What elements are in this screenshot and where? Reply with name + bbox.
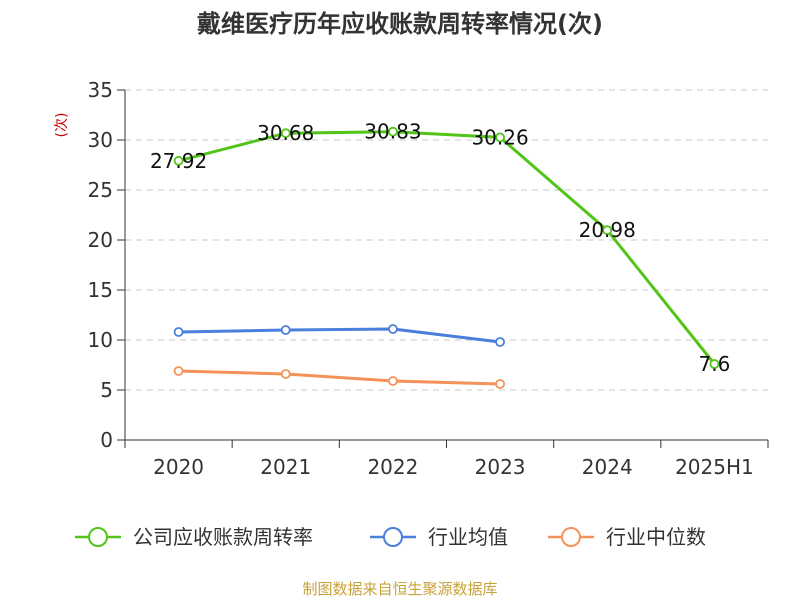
data-point-industry-median [280,369,291,379]
data-point-company-turnover [495,132,505,143]
legend-item-industry-mean[interactable]: 行业均值 [370,525,508,549]
y-tick-label: 35 [88,78,113,102]
y-tick-label: 30 [88,128,113,152]
data-point-industry-median [173,366,184,376]
data-point-industry-mean [388,324,398,334]
series-line-industry-median [178,369,501,386]
axes: 0 5 10 15 20 25 30 35 2020 2021 2022 2023 2024 2025H1 [88,78,769,479]
series-line-industry-mean [178,327,501,344]
data-point-industry-mean [495,337,505,347]
legend-marker-icon [383,527,403,547]
data-point-industry-median [495,379,505,389]
data-point-company-turnover [709,359,720,369]
x-tick-label: 2023 [475,455,526,479]
data-labels: 27.92 30.68 30.83 30.26 20.98 7.6 [150,120,730,376]
y-tick-label: 0 [100,428,113,452]
x-tick-label: 2020 [153,455,204,479]
y-tick-label: 25 [88,178,113,202]
legend-label: 公司应收账款周转率 [133,525,313,549]
legend-label: 行业均值 [428,525,508,549]
data-point-industry-median [388,376,398,386]
data-point-company-turnover [388,126,398,137]
x-tick-label: 2022 [367,455,418,479]
x-tick-label: 2024 [582,455,633,479]
legend[interactable]: 公司应收账款周转率 行业均值 行业中位数 [75,525,706,549]
data-label-company-turnover: 30.26 [471,125,528,149]
legend-label: 行业中位数 [606,525,706,549]
chart-title: 戴维医疗历年应收账款周转率情况(次) [197,10,603,38]
y-tick-label: 5 [100,378,113,402]
x-tick-label: 2025H1 [675,455,754,479]
grid-lines [125,89,768,391]
data-label-company-turnover: 7.6 [699,352,731,376]
data-label-company-turnover: 20.98 [579,218,636,242]
source-note: 制图数据来自恒生聚源数据库 [302,580,497,598]
y-axis-label: (次) [54,113,70,138]
x-tick-label: 2021 [260,455,311,479]
data-point-company-turnover [173,155,184,166]
data-label-company-turnover: 27.92 [150,149,207,173]
legend-marker-icon [88,527,108,547]
data-point-industry-mean [280,325,291,335]
data-label-company-turnover: 30.83 [364,120,421,144]
data-label-company-turnover: 30.68 [257,121,314,145]
y-tick-label: 15 [88,278,113,302]
legend-item-industry-median[interactable]: 行业中位数 [548,525,706,549]
legend-marker-icon [561,527,581,547]
data-point-company-turnover [280,128,291,139]
y-tick-label: 10 [88,328,113,352]
data-point-company-turnover [602,225,613,236]
data-point-industry-mean [173,327,184,337]
legend-item-company-turnover[interactable]: 公司应收账款周转率 [75,525,313,549]
series-lines [173,126,720,389]
y-tick-label: 20 [88,228,113,252]
series-line-company-turnover [178,130,716,365]
